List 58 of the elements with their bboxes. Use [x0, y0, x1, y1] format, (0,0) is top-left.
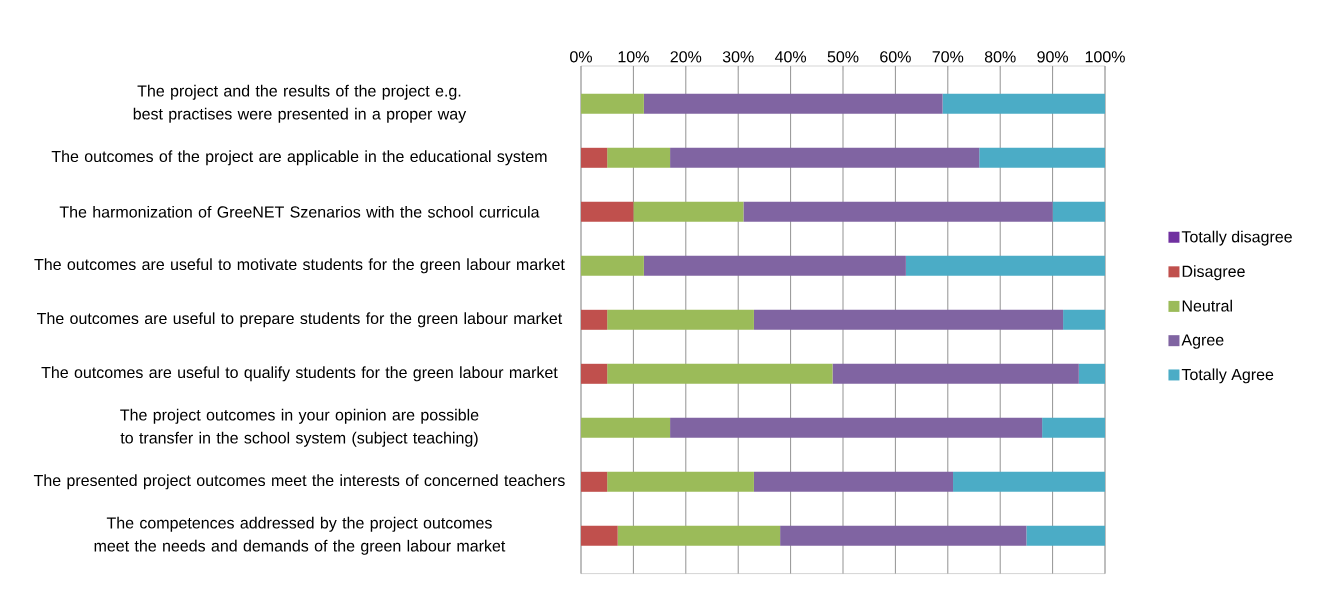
- y-tick-label: The outcomes of the project are applicable in the educational system: [51, 150, 547, 166]
- bar: [581, 525, 618, 546]
- bar: [581, 363, 608, 384]
- bar: [670, 147, 980, 168]
- y-tick-label: The project outcomes in your opinion are possible to transfer in the school system (subject teaching): [120, 408, 479, 447]
- bar: [1052, 201, 1106, 222]
- legend-label: Totally Agree: [1181, 368, 1274, 384]
- bar: [607, 309, 754, 330]
- bar: [607, 147, 671, 168]
- legend-label: Neutral: [1182, 299, 1232, 312]
- x-tick-label: 100%: [1085, 51, 1125, 63]
- y-tick-label: The outcomes are useful to motivate students for the green labour market: [34, 258, 565, 274]
- bar: [581, 147, 608, 168]
- legend-label: Disagree: [1182, 265, 1245, 281]
- y-tick-label: The harmonization of GreeNET Szenarios with the school curricula: [59, 205, 540, 218]
- bar: [633, 201, 744, 222]
- bar: [1042, 417, 1106, 438]
- y-tick-label: The presented project outcomes meet the interests of concerned teachers: [33, 474, 565, 490]
- y-tick-label: The outcomes are useful to qualify students for the green labour market: [41, 366, 558, 382]
- bar: [581, 471, 608, 492]
- bar: [581, 201, 634, 222]
- bar: [780, 525, 1027, 546]
- bar: [617, 525, 781, 546]
- bar: [953, 471, 1106, 492]
- bar: [581, 255, 644, 276]
- bar: [979, 147, 1106, 168]
- bar: [1026, 525, 1106, 546]
- x-tick-label: 40%: [774, 51, 807, 63]
- x-tick-label: 80%: [984, 51, 1016, 63]
- y-tick-label: The project and the results of the project e.g. best practises were presented in a proper way: [133, 84, 467, 123]
- bar: [670, 417, 1043, 438]
- bar: [753, 309, 1064, 330]
- x-tick-label: 60%: [880, 51, 911, 63]
- x-tick-label: 20%: [670, 51, 702, 63]
- bar: [1063, 309, 1106, 330]
- bar: [743, 201, 1053, 222]
- bar: [942, 93, 1106, 114]
- bar: [581, 417, 671, 438]
- y-tick-label: The outcomes are useful to prepare students for the green labour market: [37, 312, 563, 328]
- legend-label: Agree: [1181, 334, 1224, 349]
- bar: [607, 471, 754, 492]
- bar: [905, 255, 1106, 276]
- bar: [581, 309, 608, 330]
- bar: [607, 363, 833, 384]
- bar: [753, 471, 954, 492]
- x-tick-label: 10%: [618, 51, 649, 63]
- bar: [643, 255, 906, 276]
- bar: [1078, 363, 1106, 384]
- bar: [581, 93, 644, 114]
- legend-label: Totally disagree: [1181, 230, 1292, 246]
- x-tick-label: 0%: [570, 51, 592, 63]
- x-tick-label: 70%: [932, 51, 964, 63]
- y-tick-label: The competences addressed by the project outcomes meet the needs and demands of the green labour market: [94, 516, 506, 555]
- x-tick-label: 30%: [722, 51, 754, 63]
- bar: [832, 363, 1079, 384]
- x-tick-label: 50%: [827, 51, 859, 63]
- x-tick-label: 90%: [1037, 51, 1069, 63]
- bar: [643, 93, 943, 114]
